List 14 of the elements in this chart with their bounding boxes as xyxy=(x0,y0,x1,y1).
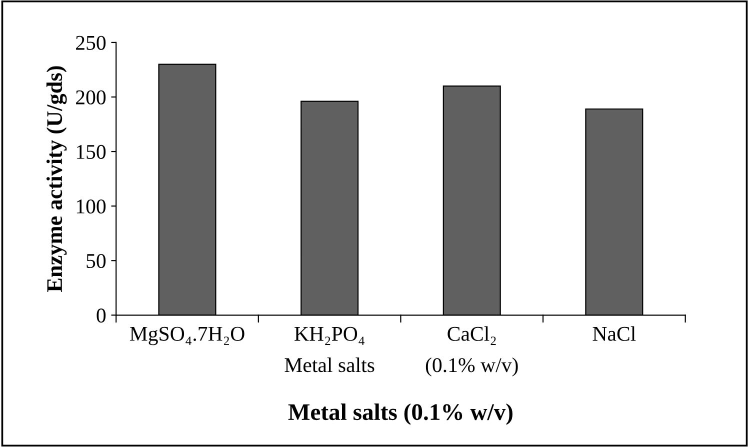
y-tick-label: 50 xyxy=(86,254,106,268)
text: (0.1% w/v) xyxy=(426,357,518,376)
y-tick-label: 100 xyxy=(76,199,106,214)
y-tick-label: 150 xyxy=(76,144,106,159)
y-axis-title: Enzyme activity (U/gds) xyxy=(46,66,67,292)
x-tick-label: CaCl₂ xyxy=(448,326,496,345)
x-tick-label: NaCl xyxy=(592,326,636,341)
text: Metal salts xyxy=(284,357,374,372)
x-tick-label: MgSO₄.7H₂O xyxy=(130,326,244,346)
y-tick-label: 0 xyxy=(96,308,106,323)
y-tick-label: 250 xyxy=(76,36,106,50)
y-tick-label: 200 xyxy=(76,90,106,104)
x-axis-title: Metal salts (0.1% w/v) xyxy=(288,403,512,425)
x-tick-label: KH₂PO₄ xyxy=(294,326,364,345)
